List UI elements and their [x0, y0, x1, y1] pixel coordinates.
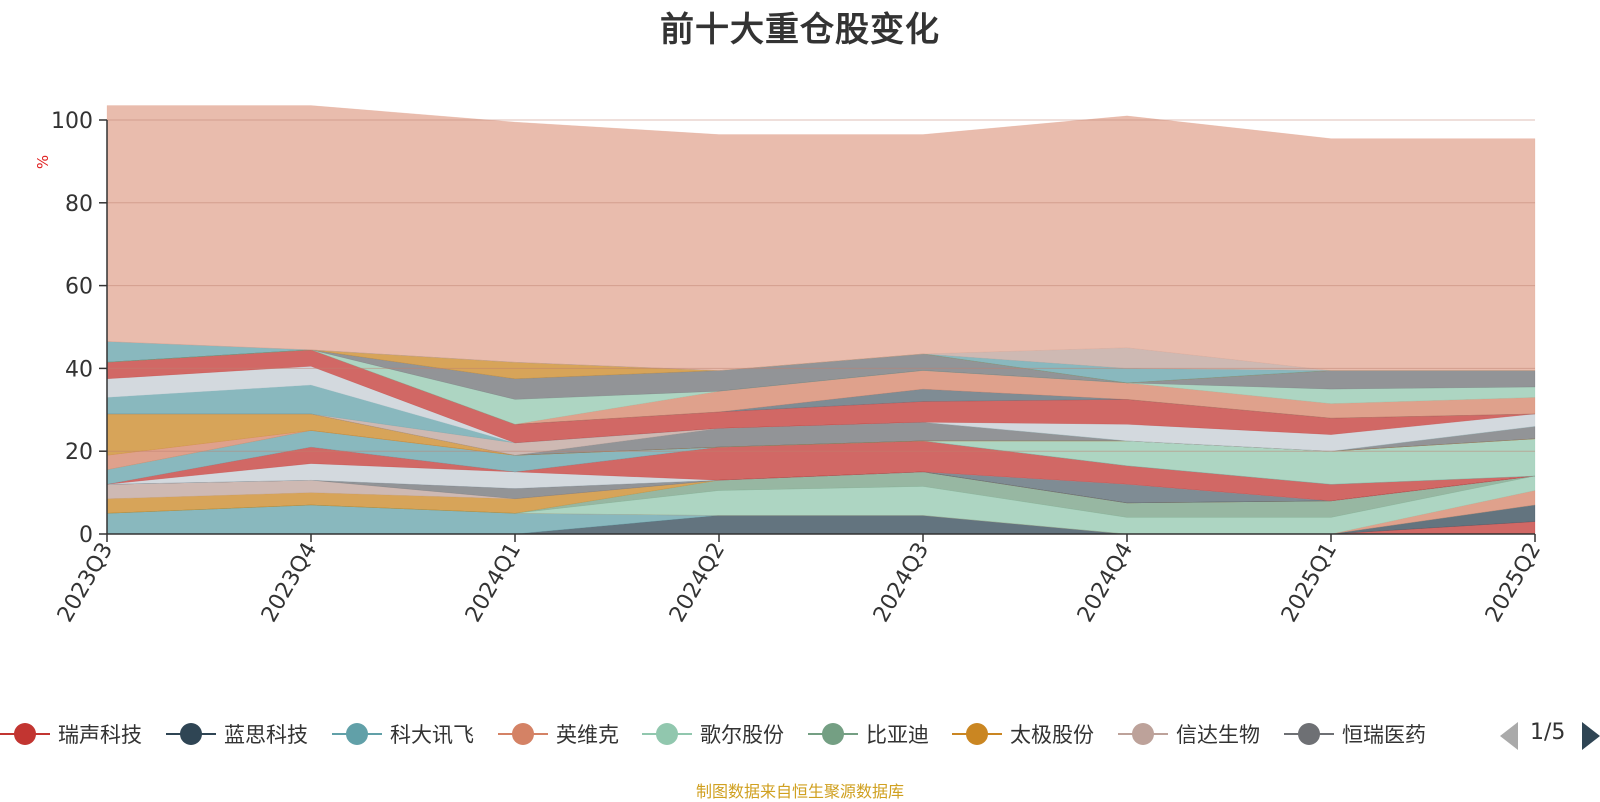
- legend-items: 瑞声科技 蓝思科技 科大讯飞 英维克 歌尔股份 比亚迪 太极股份 信达生物 恒瑞医药: [0, 716, 1484, 756]
- y-tick-label: 80: [65, 192, 93, 217]
- legend-item[interactable]: 比亚迪: [808, 716, 929, 752]
- legend-item[interactable]: 瑞声科技: [0, 716, 142, 752]
- legend-next-page-icon[interactable]: [1582, 722, 1600, 750]
- legend-label: 蓝思科技: [224, 723, 308, 747]
- legend-label: 比亚迪: [866, 723, 929, 747]
- legend-item[interactable]: 信达生物: [1118, 716, 1260, 752]
- legend-page-indicator: 1/5: [1530, 720, 1566, 745]
- area-series-21[interactable]: [106, 349, 1536, 444]
- legend-marker-icon: [0, 716, 50, 752]
- legend-item[interactable]: 科大讯飞: [332, 716, 474, 752]
- x-tick-label: 2025Q2: [1481, 539, 1546, 627]
- x-tick-label: 2024Q1: [461, 539, 526, 627]
- legend-marker-icon: [642, 716, 692, 752]
- legend-item[interactable]: 英维克: [498, 716, 619, 752]
- legend-item[interactable]: 恒瑞医药: [1284, 716, 1426, 752]
- legend: 瑞声科技 蓝思科技 科大讯飞 英维克 歌尔股份 比亚迪 太极股份 信达生物 恒瑞医药 1/5: [0, 716, 1600, 756]
- legend-label: 太极股份: [1010, 723, 1094, 747]
- legend-prev-page-icon[interactable]: [1500, 722, 1518, 750]
- legend-marker-icon: [332, 716, 382, 752]
- legend-marker-icon: [952, 716, 1002, 752]
- x-tick-label: 2023Q4: [257, 539, 322, 627]
- y-tick-label: 0: [79, 523, 93, 548]
- y-tick-label: 60: [65, 275, 93, 300]
- area-series-29[interactable]: [106, 105, 1536, 371]
- x-tick-label: 2024Q3: [869, 539, 934, 627]
- chart-title: 前十大重仓股变化: [660, 10, 940, 50]
- legend-marker-icon: [498, 716, 548, 752]
- x-tick-label: 2024Q2: [665, 539, 730, 627]
- x-tick-label: 2024Q4: [1073, 539, 1138, 627]
- legend-marker-icon: [1118, 716, 1168, 752]
- legend-label: 歌尔股份: [700, 723, 784, 747]
- y-axis-label: %: [34, 155, 52, 169]
- y-tick-label: 40: [65, 357, 93, 382]
- x-tick-label: 2025Q1: [1277, 539, 1342, 627]
- source-note: 制图数据来自恒生聚源数据库: [695, 782, 904, 801]
- legend-label: 恒瑞医药: [1342, 723, 1426, 747]
- legend-label: 英维克: [556, 723, 619, 747]
- legend-marker-icon: [808, 716, 858, 752]
- legend-item[interactable]: 歌尔股份: [642, 716, 784, 752]
- y-tick-label: 100: [51, 109, 93, 134]
- area-series-20[interactable]: [106, 366, 1536, 452]
- legend-marker-icon: [166, 716, 216, 752]
- legend-label: 信达生物: [1176, 723, 1260, 747]
- legend-label: 瑞声科技: [58, 723, 142, 747]
- y-tick-label: 20: [65, 440, 93, 465]
- x-tick-label: 2023Q3: [53, 539, 118, 627]
- legend-item[interactable]: 太极股份: [952, 716, 1094, 752]
- legend-marker-icon: [1284, 716, 1334, 752]
- legend-item[interactable]: 蓝思科技: [166, 716, 308, 752]
- stacked-areas: [106, 105, 1536, 535]
- legend-label: 科大讯飞: [390, 723, 474, 747]
- chart-plot: % 0 20 40 60 80 100 2023Q3 2023Q4 2024Q1 2024Q2 20…: [34, 105, 1546, 627]
